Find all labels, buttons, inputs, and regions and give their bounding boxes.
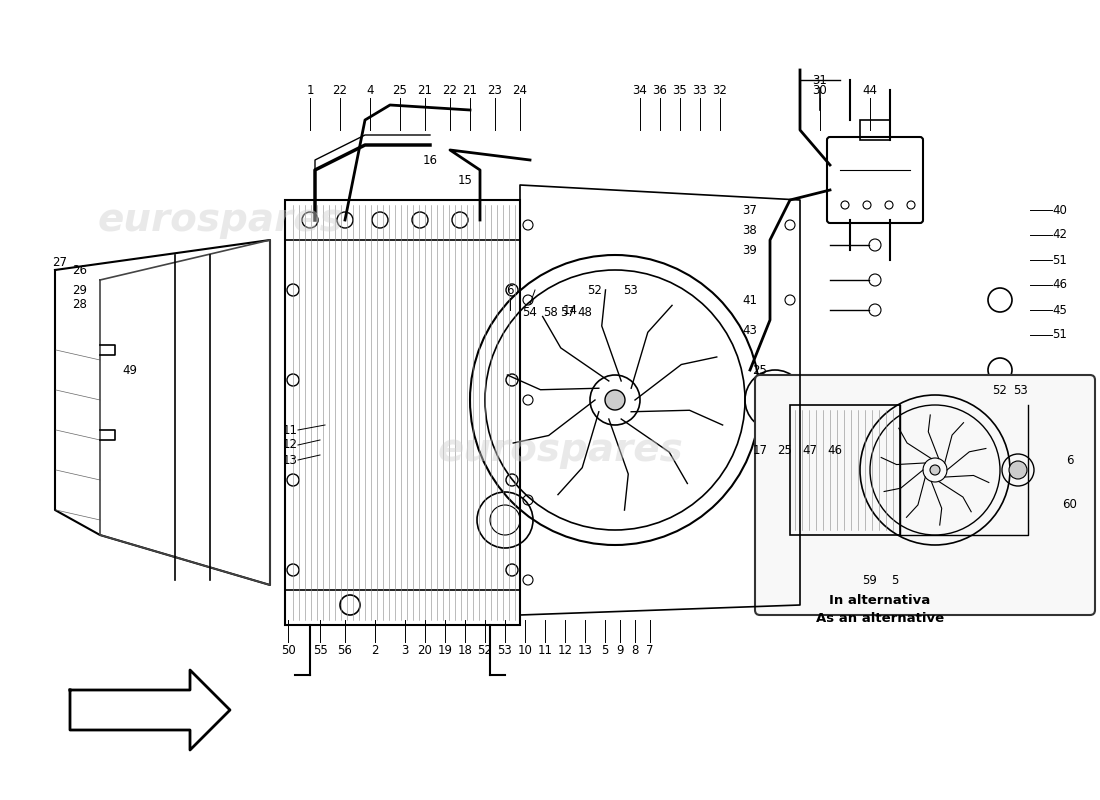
Circle shape xyxy=(930,465,940,475)
Text: 52: 52 xyxy=(587,283,603,297)
Text: In alternativa: In alternativa xyxy=(829,594,931,606)
Bar xyxy=(285,200,520,625)
Text: 21: 21 xyxy=(418,83,432,97)
Text: 24: 24 xyxy=(513,83,528,97)
Text: 25: 25 xyxy=(752,363,768,377)
Text: 46: 46 xyxy=(1053,278,1067,291)
Text: 43: 43 xyxy=(742,323,758,337)
Text: 21: 21 xyxy=(462,83,477,97)
Text: 31: 31 xyxy=(813,74,827,86)
Bar xyxy=(790,405,900,535)
FancyBboxPatch shape xyxy=(755,375,1094,615)
Text: 15: 15 xyxy=(458,174,472,186)
Text: 53: 53 xyxy=(1013,383,1027,397)
Text: 27: 27 xyxy=(53,255,67,269)
Text: 52: 52 xyxy=(477,643,493,657)
Text: 58: 58 xyxy=(542,306,558,318)
Text: 12: 12 xyxy=(558,643,572,657)
Polygon shape xyxy=(70,670,230,750)
Text: 2: 2 xyxy=(372,643,378,657)
Text: 29: 29 xyxy=(73,283,88,297)
Text: 49: 49 xyxy=(122,363,138,377)
Text: 40: 40 xyxy=(1053,203,1067,217)
Bar xyxy=(285,590,520,625)
Text: 25: 25 xyxy=(393,83,407,97)
Text: 35: 35 xyxy=(672,83,688,97)
Text: 60: 60 xyxy=(1063,498,1077,511)
Text: 8: 8 xyxy=(631,643,639,657)
Text: 12: 12 xyxy=(283,438,297,451)
Text: 9: 9 xyxy=(616,643,624,657)
Text: 22: 22 xyxy=(332,83,348,97)
Bar xyxy=(860,120,890,140)
Text: 50: 50 xyxy=(280,643,296,657)
Text: 17: 17 xyxy=(752,443,768,457)
Text: 53: 53 xyxy=(623,283,637,297)
Bar xyxy=(285,200,520,240)
Text: 19: 19 xyxy=(438,643,452,657)
Text: 47: 47 xyxy=(803,443,817,457)
Text: 3: 3 xyxy=(402,643,409,657)
Circle shape xyxy=(757,382,793,418)
Text: 59: 59 xyxy=(862,574,878,586)
Text: 34: 34 xyxy=(632,83,648,97)
Text: 13: 13 xyxy=(283,454,297,466)
Text: 11: 11 xyxy=(538,643,552,657)
Text: 52: 52 xyxy=(992,383,1008,397)
Circle shape xyxy=(605,390,625,410)
Text: 32: 32 xyxy=(713,83,727,97)
Text: 5: 5 xyxy=(891,574,899,586)
Text: 4: 4 xyxy=(366,83,374,97)
Text: 13: 13 xyxy=(578,643,593,657)
Text: 42: 42 xyxy=(1053,229,1067,242)
Circle shape xyxy=(1009,461,1027,479)
Text: 30: 30 xyxy=(813,83,827,97)
Text: 14: 14 xyxy=(562,303,578,317)
Text: 57: 57 xyxy=(561,306,575,318)
Text: 23: 23 xyxy=(487,83,503,97)
Text: 41: 41 xyxy=(742,294,758,306)
Text: 6: 6 xyxy=(1066,454,1074,466)
Text: 1: 1 xyxy=(306,83,313,97)
Text: 33: 33 xyxy=(693,83,707,97)
Text: 22: 22 xyxy=(442,83,458,97)
Text: 46: 46 xyxy=(827,443,843,457)
Text: 39: 39 xyxy=(742,243,758,257)
Text: 56: 56 xyxy=(338,643,352,657)
Text: 20: 20 xyxy=(418,643,432,657)
Text: eurospares: eurospares xyxy=(97,201,343,239)
Text: eurospares: eurospares xyxy=(437,431,683,469)
Text: 48: 48 xyxy=(578,306,593,318)
Text: 25: 25 xyxy=(778,443,792,457)
Text: 28: 28 xyxy=(73,298,87,311)
Text: 36: 36 xyxy=(652,83,668,97)
Text: 16: 16 xyxy=(422,154,438,166)
Text: 45: 45 xyxy=(1053,303,1067,317)
Text: 37: 37 xyxy=(742,203,758,217)
Text: As an alternative: As an alternative xyxy=(816,611,944,625)
Text: 10: 10 xyxy=(518,643,532,657)
Text: 54: 54 xyxy=(522,306,538,318)
Text: 7: 7 xyxy=(647,643,653,657)
Text: 6: 6 xyxy=(506,283,514,297)
Text: 18: 18 xyxy=(458,643,472,657)
Text: 38: 38 xyxy=(742,223,758,237)
Text: 51: 51 xyxy=(1053,329,1067,342)
Text: 51: 51 xyxy=(1053,254,1067,266)
Text: 26: 26 xyxy=(73,263,88,277)
Text: 11: 11 xyxy=(283,423,297,437)
Text: 55: 55 xyxy=(312,643,328,657)
Text: 53: 53 xyxy=(497,643,513,657)
Text: 44: 44 xyxy=(862,83,878,97)
Text: 5: 5 xyxy=(602,643,608,657)
